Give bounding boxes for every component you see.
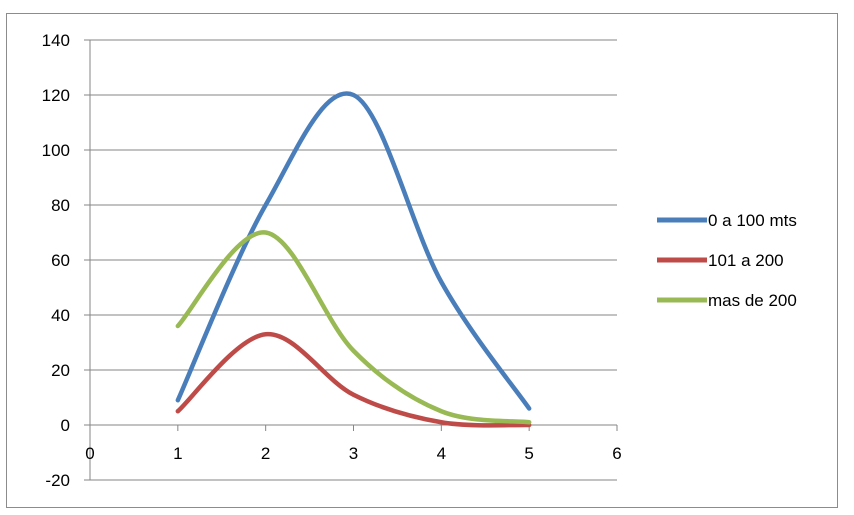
x-tick-label: 5 [524, 444, 533, 463]
y-tick-label: 80 [51, 196, 70, 215]
x-tick-label: 3 [349, 444, 358, 463]
y-tick-label: 0 [61, 416, 70, 435]
x-tick-label: 1 [173, 444, 182, 463]
y-tick-label: 20 [51, 361, 70, 380]
x-tick-label: 0 [85, 444, 94, 463]
legend-label-1: 0 a 100 mts [708, 211, 797, 230]
series-line-2 [175, 331, 532, 428]
x-tick-label: 2 [261, 444, 270, 463]
grid [90, 39, 617, 481]
y-tick-label: 120 [42, 86, 70, 105]
x-tick-label: 6 [612, 444, 621, 463]
y-tick-label: -20 [45, 471, 70, 490]
y-tick-label: 100 [42, 141, 70, 160]
legend-label-3: mas de 200 [708, 291, 797, 310]
series-lines [175, 91, 532, 428]
legend: 0 a 100 mts 101 a 200 mas de 200 [657, 211, 797, 310]
legend-label-2: 101 a 200 [708, 251, 784, 270]
tick-labels: -20 0 20 40 60 80 100 120 140 0 1 2 3 4 5 6 [42, 31, 622, 490]
x-tick-label: 4 [437, 444, 446, 463]
y-tick-label: 40 [51, 306, 70, 325]
y-tick-label: 60 [51, 251, 70, 270]
y-tick-label: 140 [42, 31, 70, 50]
series-line-1 [175, 91, 532, 411]
series-line-3 [175, 230, 532, 425]
